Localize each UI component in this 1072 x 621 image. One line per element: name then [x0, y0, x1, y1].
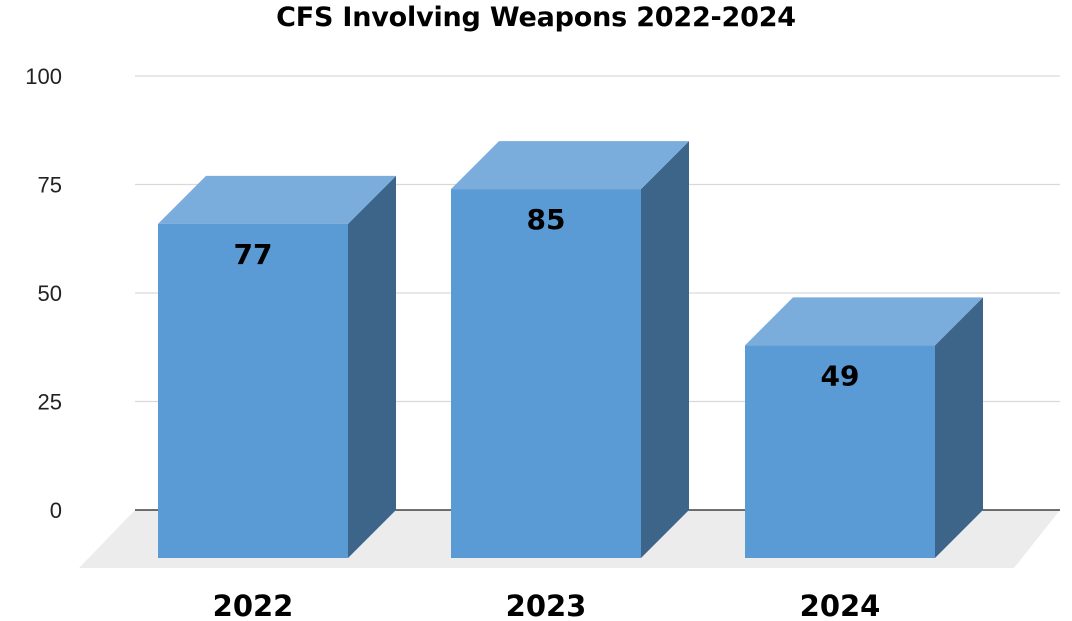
- bar-front: [158, 223, 348, 558]
- bar-front: [745, 345, 935, 558]
- y-tick-label: 25: [38, 390, 62, 415]
- bar-front: [451, 189, 641, 558]
- data-label: 77: [234, 238, 273, 271]
- data-label: 85: [527, 203, 566, 236]
- bar-top: [745, 297, 983, 346]
- y-tick-label: 100: [25, 64, 62, 89]
- bar: [745, 297, 983, 558]
- bar-top: [451, 141, 689, 190]
- bar: [158, 175, 396, 558]
- x-category-label: 2023: [506, 589, 587, 621]
- bar-side: [935, 297, 983, 558]
- y-tick-label: 50: [38, 281, 62, 306]
- bar-side: [348, 175, 396, 558]
- x-category-label: 2022: [213, 589, 294, 621]
- bar-top: [158, 175, 396, 224]
- x-category-label: 2024: [800, 589, 881, 621]
- chart-title: CFS Involving Weapons 2022-2024: [276, 2, 796, 33]
- y-tick-label: 0: [50, 498, 62, 523]
- data-label: 49: [821, 359, 860, 392]
- bar: [451, 141, 689, 558]
- bar-side: [641, 141, 689, 558]
- y-tick-label: 75: [38, 173, 62, 198]
